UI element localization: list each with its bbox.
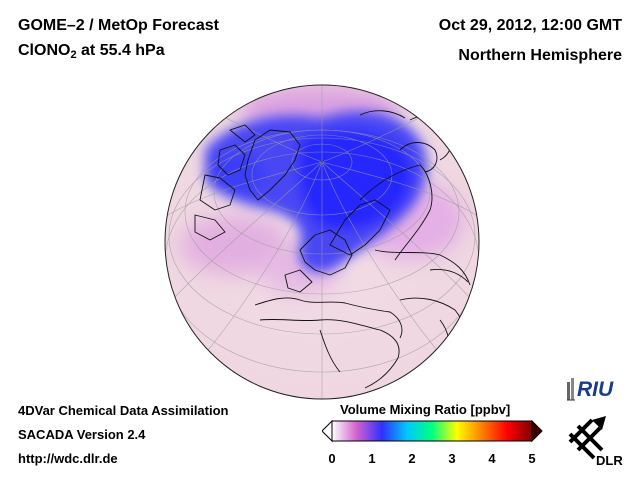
version-label: SACADA Version 2.4 bbox=[18, 427, 146, 442]
species-name: ClONO bbox=[18, 42, 71, 59]
low-value-field bbox=[205, 111, 428, 273]
colorbar bbox=[322, 420, 543, 443]
colorbar-gradient bbox=[331, 420, 533, 442]
assimilation-label: 4DVar Chemical Data Assimilation bbox=[18, 403, 229, 418]
colorbar-tick-label: 4 bbox=[488, 451, 496, 466]
colorbar-tick-label: 3 bbox=[448, 451, 456, 466]
species-label: ClONO2 at 55.4 hPa bbox=[18, 42, 165, 61]
colorbar-tick-label: 2 bbox=[408, 451, 416, 466]
species-pressure-level: at 55.4 hPa bbox=[76, 42, 165, 59]
dlr-logo-text: DLR bbox=[596, 453, 623, 468]
colorbar-title: Volume Mixing Ratio [ppbv] bbox=[340, 402, 511, 417]
colorbar-tick-label: 5 bbox=[528, 451, 536, 466]
plot-title: GOME–2 / MetOp Forecast bbox=[18, 17, 219, 34]
forecast-date: Oct 29, 2012, 12:00 GMT bbox=[438, 17, 622, 34]
riu-logo: RIU bbox=[567, 378, 614, 401]
source-url: http://wdc.dlr.de bbox=[18, 451, 118, 466]
colorbar-tick-label: 1 bbox=[368, 451, 376, 466]
dlr-logo: DLR bbox=[568, 416, 623, 468]
species-subscript: 2 bbox=[70, 49, 77, 61]
graticule bbox=[165, 85, 479, 399]
region-label: Northern Hemisphere bbox=[458, 47, 622, 64]
colorbar-max-arrow bbox=[531, 420, 543, 443]
colorbar-min-arrow bbox=[322, 420, 333, 443]
riu-logo-text: RIU bbox=[577, 378, 614, 401]
colorbar-tick-label: 0 bbox=[328, 451, 336, 466]
